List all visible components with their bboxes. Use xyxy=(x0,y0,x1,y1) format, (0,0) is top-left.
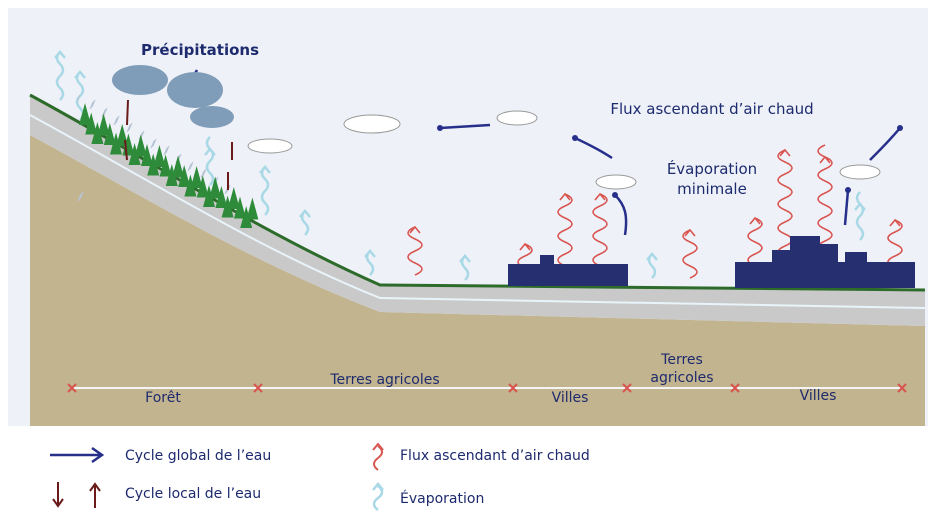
precipitation-label: Précipitations xyxy=(141,41,259,59)
updraft-label: Flux ascendant d’air chaud xyxy=(610,100,813,118)
local-cycle-arrow xyxy=(127,100,128,125)
line: minimale xyxy=(677,180,747,198)
arrow-head xyxy=(845,187,851,193)
legend-icon xyxy=(373,484,383,510)
zone-label: Forêt xyxy=(145,390,181,406)
zone-label: Villes xyxy=(552,390,589,406)
legend-label: Flux ascendant d’air chaud xyxy=(400,448,590,464)
zone-label: Villes xyxy=(800,388,837,404)
arrow-head xyxy=(612,192,618,198)
legend-label: Cycle global de l’eau xyxy=(125,448,271,464)
diagram: Précipitations Flux ascendant d’air chau… xyxy=(0,0,936,524)
line: agricoles xyxy=(650,370,713,386)
legend-label: Évaporation xyxy=(400,490,484,507)
arrow-head xyxy=(437,125,443,131)
line: Terres xyxy=(660,352,703,368)
legend-icon xyxy=(373,444,383,470)
arrow-head xyxy=(897,125,903,131)
legend-label: Cycle local de l’eau xyxy=(125,486,261,502)
legend-icon xyxy=(53,482,100,508)
zone-label: Terres agricoles xyxy=(329,372,439,388)
line: Évaporation xyxy=(667,159,757,178)
arrow-head xyxy=(572,135,578,141)
legend-icon xyxy=(50,448,102,462)
